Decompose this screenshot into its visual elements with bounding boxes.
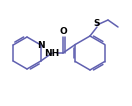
Text: N: N: [37, 40, 45, 50]
Text: NH: NH: [44, 49, 60, 57]
Text: S: S: [94, 19, 100, 27]
Text: O: O: [59, 27, 67, 36]
